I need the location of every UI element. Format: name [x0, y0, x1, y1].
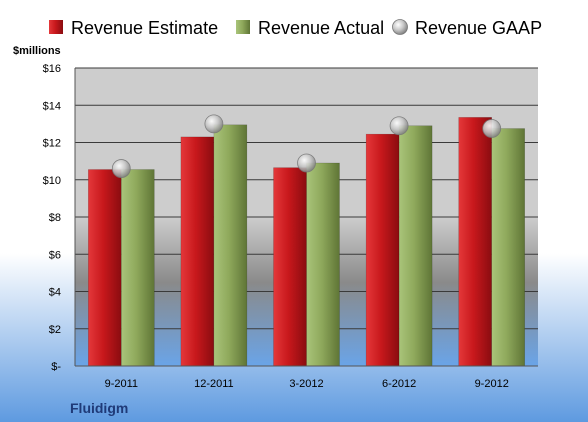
bar-revenue-actual-9-2012: [491, 128, 525, 367]
y-tick-label: $8: [49, 212, 61, 224]
legend-label: Revenue Estimate: [71, 18, 218, 38]
y-axis-label: $millions: [13, 45, 61, 57]
marker-revenue-gaap-12-2011: [204, 114, 224, 134]
y-tick-label: $4: [49, 287, 61, 299]
y-tick-label: $12: [43, 138, 61, 150]
marker-revenue-gaap-6-2012: [389, 116, 409, 136]
gaap-markers: [111, 114, 502, 178]
y-tick-label: $14: [43, 100, 61, 112]
bar-revenue-actual-12-2011: [213, 124, 248, 367]
marker-revenue-gaap-9-2012: [482, 119, 502, 138]
bar-revenue-actual-9-2011: [121, 169, 155, 367]
legend: Revenue Estimate Revenue Actual Revenue GA…: [49, 18, 542, 38]
y-tick-label: $10: [43, 175, 61, 187]
bar-revenue-estimate-9-2011: [88, 169, 122, 367]
axes: $- $2 $4 $6 $8 $10 $12 $14 $16 9-2011 12-2011 3-201…: [43, 63, 538, 390]
x-tick-label: 6-2012: [382, 378, 416, 390]
marker-revenue-gaap-9-2011: [111, 159, 131, 178]
y-tick-label: $2: [49, 324, 61, 336]
x-tick-label: 3-2012: [289, 378, 323, 390]
y-tick-label: $6: [49, 249, 61, 261]
x-tick-label: 9-2012: [475, 378, 509, 390]
x-tick-label: 9-2011: [105, 378, 138, 390]
y-tick-label: $-: [51, 361, 61, 373]
y-tick-label: $16: [43, 63, 61, 75]
bars: [88, 117, 525, 367]
bar-revenue-estimate-6-2012: [365, 133, 400, 367]
bar-revenue-estimate-9-2012: [458, 117, 492, 367]
legend-label: Revenue GAAP: [415, 18, 542, 38]
bar-revenue-estimate-12-2011: [180, 136, 215, 367]
legend-swatch-gaap: [392, 19, 408, 35]
bar-revenue-actual-3-2012: [306, 162, 340, 367]
bar-revenue-estimate-3-2012: [273, 167, 307, 367]
legend-swatch-estimate: [49, 20, 63, 34]
x-tick-label: 12-2011: [194, 378, 234, 390]
legend-swatch-actual: [236, 20, 250, 34]
bar-revenue-actual-6-2012: [398, 125, 433, 367]
company-name: Fluidigm: [70, 400, 128, 416]
marker-revenue-gaap-3-2012: [297, 153, 316, 173]
legend-label: Revenue Actual: [258, 18, 384, 38]
